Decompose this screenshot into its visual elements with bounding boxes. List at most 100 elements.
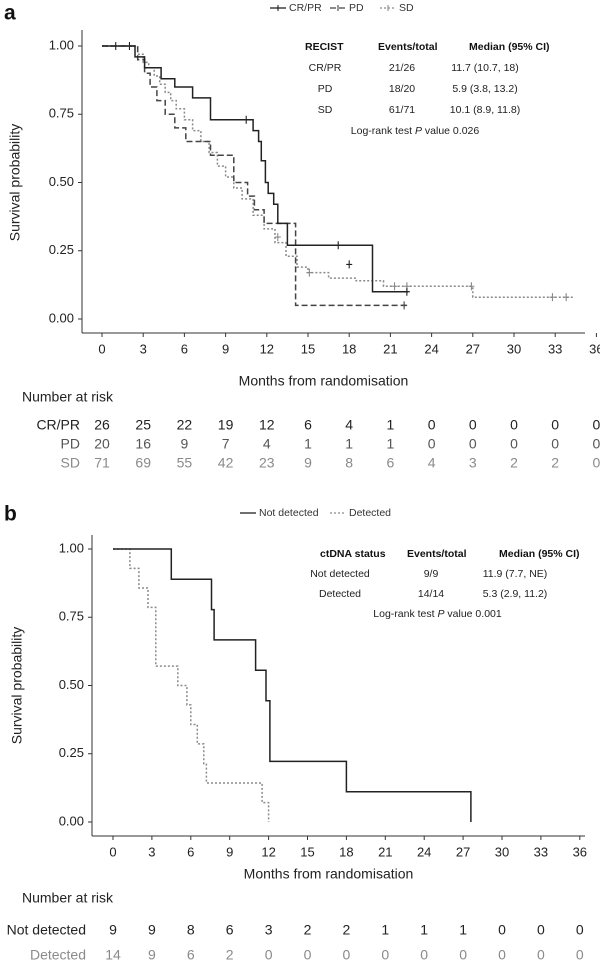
risk-table: Number at risk Not detected 9 9 8 6 3 2 2 1 1 1 0 0 0 D… [7,890,584,963]
censor-mark [112,42,119,50]
km-curve-cr-pr [102,45,409,293]
legend-label: PD [349,2,364,14]
summary-cell: PD [318,83,333,95]
y-tick-label: 0.75 [49,106,74,121]
risk-cell: 0 [593,417,600,433]
y-axis-title: Survival probability [7,124,23,242]
risk-cell: 12 [259,417,275,433]
x-tick-label: 36 [573,844,587,859]
risk-cell: 9 [109,922,117,938]
risk-cell: 8 [187,922,195,938]
risk-cell: 22 [177,417,193,433]
risk-cell: 4 [428,455,436,471]
x-tick-label: 9 [226,844,233,859]
censor-mark [306,268,313,277]
x-tick-label: 27 [466,341,480,356]
panel-a: a CR/PR PD SD0.000.250.500.751.000 3 6 9 12 15 18… [4,2,600,471]
risk-cell: 9 [148,947,156,963]
x-tick-label: 12 [260,341,274,356]
summary-header: Events/total [407,548,467,560]
panel-label: a [4,2,16,25]
summary-cell: CR/PR [309,62,342,74]
panel-b: b Not detected Detected 0.00 0.25 0.50 0.75 1.0… [4,503,587,963]
risk-row-label: CR/PR [36,417,80,433]
y-tick-label: 0.75 [59,609,84,624]
log-rank-note: Log-rank test P value 0.026 [351,125,480,137]
risk-cell: 6 [226,922,234,938]
x-tick-label: 33 [534,844,548,859]
risk-table-title: Number at risk [22,890,114,906]
x-tick-label: 3 [140,341,147,356]
risk-cell: 0 [537,922,545,938]
summary-cell: 14/14 [418,588,444,600]
censor-mark [401,301,408,310]
log-rank-prefix: Log-rank test [351,125,415,137]
x-tick-label: 12 [261,844,275,859]
censor-mark [335,241,342,250]
x-axis-title: Months from randomisation [239,373,409,389]
legend-label: SD [399,2,414,14]
summary-cell: 11.9 (7.7, NE) [483,568,548,580]
summary-cell: Detected [319,588,361,600]
log-rank-prefix: Log-rank test [373,608,437,620]
risk-row-label: SD [61,455,80,471]
censor-mark [126,42,133,50]
risk-table-title: Number at risk [22,389,114,405]
y-tick-label: 0.25 [59,745,84,760]
x-tick-label: 21 [378,844,392,859]
summary-cell: 18/20 [389,83,415,95]
x-tick-label: 30 [507,341,521,356]
x-tick-label: 24 [417,844,431,859]
risk-cell: 2 [304,922,312,938]
risk-cell: 0 [593,436,600,452]
risk-cell: 6 [387,455,395,471]
risk-cell: 0 [510,417,518,433]
summary-cell: 9/9 [424,568,439,580]
summary-header: RECIST [305,41,344,53]
summary-cell: 5.3 (2.9, 11.2) [483,588,548,600]
risk-cell: 6 [187,947,195,963]
summary-cell: 10.1 (8.9, 11.8) [450,104,520,116]
x-tick-label: 9 [222,341,229,356]
x-tick-label: 18 [339,844,353,859]
risk-cell: 25 [135,417,151,433]
risk-cell: 1 [387,436,395,452]
censor-mark [403,287,410,296]
km-curve-sd [102,45,574,298]
y-tick-label: 0.50 [59,677,84,692]
summary-header: Median (95% CI) [469,41,550,53]
x-tick-label: 15 [301,341,315,356]
y-tick-label: 0.00 [59,813,84,828]
censor-mark [468,282,475,291]
risk-cell: 42 [218,455,234,471]
summary-header: ctDNA status [320,548,386,560]
risk-cell: 4 [263,436,271,452]
risk-cell: 0 [510,436,518,452]
summary-header: Events/total [378,41,438,53]
log-rank-note: Log-rank test P value 0.001 [373,608,502,620]
x-tick-label: 21 [383,341,397,356]
summary-cell: 5.9 (3.8, 13.2) [452,83,517,95]
summary-table: RECIST Events/total Median (95% CI) CR/PR 21… [305,41,550,137]
x-tick-label: 0 [109,844,116,859]
risk-cell: 1 [381,922,389,938]
risk-cell: 0 [265,947,273,963]
legend-item: Not detected [240,507,319,519]
risk-cell: 0 [420,947,428,963]
risk-cell: 3 [469,455,477,471]
x-tick-label: 18 [342,341,356,356]
risk-cell: 1 [387,417,395,433]
summary-cell: 11.7 (10.7, 18) [451,62,519,74]
risk-cell: 3 [265,922,273,938]
x-axis-title: Months from randomisation [244,866,414,882]
risk-cell: 0 [459,947,467,963]
panel-label: b [4,503,17,526]
risk-cell: 1 [304,436,312,452]
risk-cell: 0 [428,417,436,433]
x-tick-label: 0 [98,341,105,356]
km-curve-pd [102,45,409,307]
censor-mark [391,282,398,291]
log-rank-suffix: value 0.026 [422,125,479,137]
x-tick-label: 3 [148,844,155,859]
